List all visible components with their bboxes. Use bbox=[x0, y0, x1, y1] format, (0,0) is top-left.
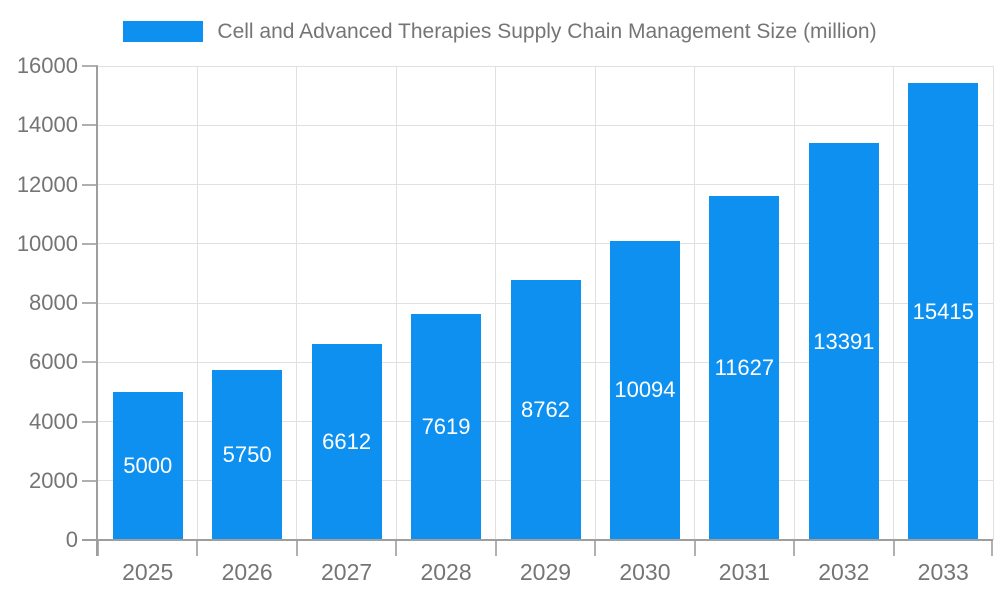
x-tick bbox=[991, 540, 993, 556]
x-tick bbox=[395, 540, 398, 556]
y-axis-label: 10000 bbox=[16, 230, 78, 256]
bar: 13391 bbox=[808, 143, 879, 540]
y-axis-label: 16000 bbox=[16, 53, 78, 78]
x-axis-label: 2033 bbox=[917, 559, 969, 585]
v-gridline bbox=[296, 66, 298, 540]
x-axis-line bbox=[82, 539, 993, 541]
v-gridline bbox=[793, 66, 795, 540]
x-axis-label: 2032 bbox=[818, 559, 870, 585]
bar-value-label: 7619 bbox=[421, 414, 471, 440]
bar-value-label: 13391 bbox=[813, 328, 875, 354]
x-axis-label: 2025 bbox=[122, 559, 174, 585]
legend: Cell and Advanced Therapies Supply Chain… bbox=[0, 19, 1000, 44]
legend-swatch bbox=[123, 21, 204, 42]
y-tick bbox=[82, 124, 98, 127]
x-tick bbox=[494, 540, 497, 556]
v-gridline bbox=[992, 66, 994, 540]
v-gridline bbox=[893, 66, 895, 540]
bar: 8762 bbox=[510, 280, 581, 540]
bar-value-label: 5750 bbox=[222, 441, 272, 467]
y-axis-label: 8000 bbox=[29, 290, 78, 315]
bar-value-label: 15415 bbox=[912, 298, 974, 324]
h-gridline bbox=[98, 243, 993, 245]
x-axis-label: 2027 bbox=[321, 559, 373, 585]
x-axis-label: 2029 bbox=[519, 559, 572, 585]
x-tick bbox=[295, 540, 298, 556]
h-gridline bbox=[98, 124, 993, 126]
bar: 10094 bbox=[609, 240, 680, 540]
y-axis-line bbox=[96, 66, 98, 556]
y-tick bbox=[82, 183, 98, 186]
y-axis-label: 12000 bbox=[16, 171, 78, 197]
bar-value-label: 8762 bbox=[521, 397, 570, 423]
x-axis-label: 2026 bbox=[221, 559, 273, 585]
y-axis-label: 0 bbox=[65, 527, 78, 552]
y-tick bbox=[82, 479, 98, 482]
v-gridline bbox=[395, 66, 397, 540]
bar: 6612 bbox=[311, 344, 382, 540]
bar: 5000 bbox=[112, 391, 183, 540]
v-gridline bbox=[495, 66, 497, 540]
x-tick bbox=[196, 540, 199, 556]
legend-label: Cell and Advanced Therapies Supply Chain… bbox=[217, 20, 877, 43]
v-gridline bbox=[196, 66, 198, 540]
x-axis-label: 2031 bbox=[718, 559, 770, 585]
y-tick bbox=[82, 302, 98, 304]
y-axis-label: 14000 bbox=[16, 112, 78, 138]
x-tick bbox=[892, 540, 895, 556]
bar-value-label: 6612 bbox=[322, 429, 372, 455]
y-axis-label: 4000 bbox=[29, 408, 78, 434]
plot-area: 0 2000 4000 6000 8000 10000 12000 14000 16000 500… bbox=[17, 54, 994, 585]
x-tick bbox=[693, 540, 696, 556]
x-tick bbox=[97, 540, 99, 556]
x-tick bbox=[793, 540, 796, 556]
y-axis-label: 2000 bbox=[29, 467, 78, 493]
x-axis-label: 2030 bbox=[619, 559, 671, 585]
y-tick bbox=[82, 361, 98, 364]
bar-value-label: 11627 bbox=[714, 354, 775, 380]
bar: 11627 bbox=[709, 195, 780, 540]
bar-value-label: 5000 bbox=[123, 452, 173, 478]
y-tick bbox=[82, 65, 98, 67]
v-gridline bbox=[694, 66, 696, 540]
bar: 5750 bbox=[212, 369, 283, 540]
bar-value-label: 10094 bbox=[614, 377, 676, 403]
x-tick bbox=[594, 540, 597, 556]
x-axis-label: 2028 bbox=[420, 559, 472, 585]
bar: 15415 bbox=[908, 83, 979, 540]
y-axis-label: 6000 bbox=[29, 349, 78, 375]
y-tick bbox=[82, 242, 98, 245]
h-gridline bbox=[98, 184, 993, 185]
bar: 7619 bbox=[411, 314, 482, 540]
v-gridline bbox=[594, 66, 596, 540]
h-gridline bbox=[98, 65, 993, 67]
y-tick bbox=[82, 420, 98, 423]
